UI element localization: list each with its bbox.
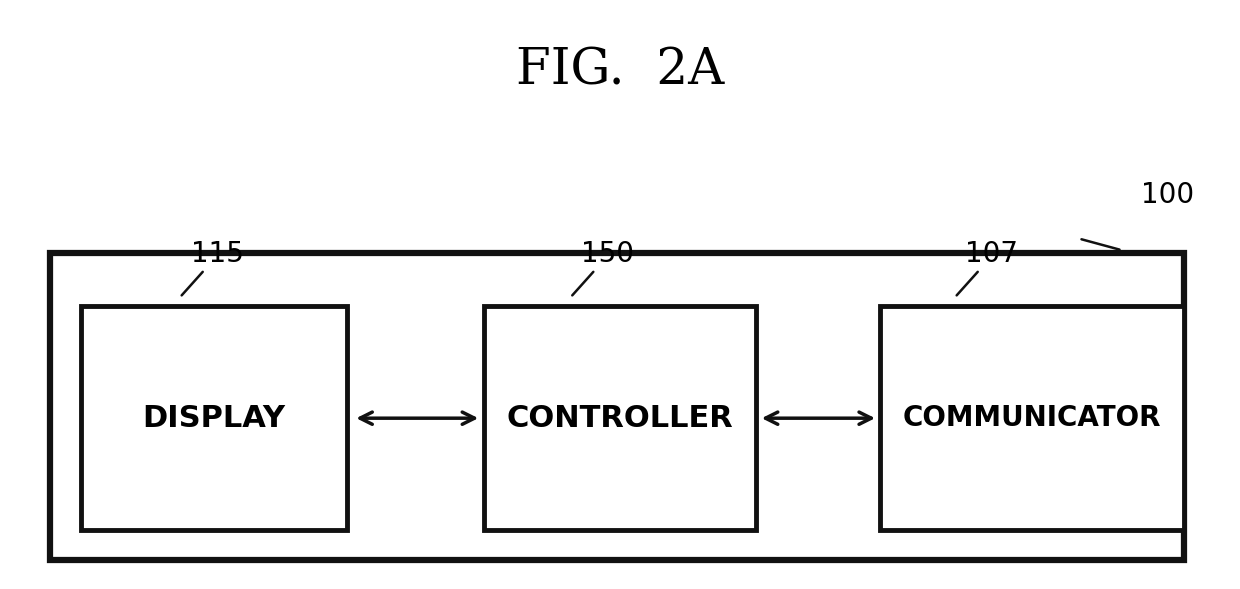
Bar [880, 306, 1184, 530]
Text: 115: 115 [191, 240, 243, 268]
Bar [50, 253, 1184, 560]
Text: 150: 150 [582, 240, 634, 268]
Text: FIG.  2A: FIG. 2A [516, 46, 724, 95]
Text: COMMUNICATOR: COMMUNICATOR [903, 404, 1162, 432]
Bar [81, 306, 347, 530]
Bar [484, 306, 756, 530]
Text: DISPLAY: DISPLAY [143, 403, 285, 433]
Text: 100: 100 [1141, 181, 1194, 209]
Text: 107: 107 [966, 240, 1018, 268]
Text: CONTROLLER: CONTROLLER [507, 403, 733, 433]
